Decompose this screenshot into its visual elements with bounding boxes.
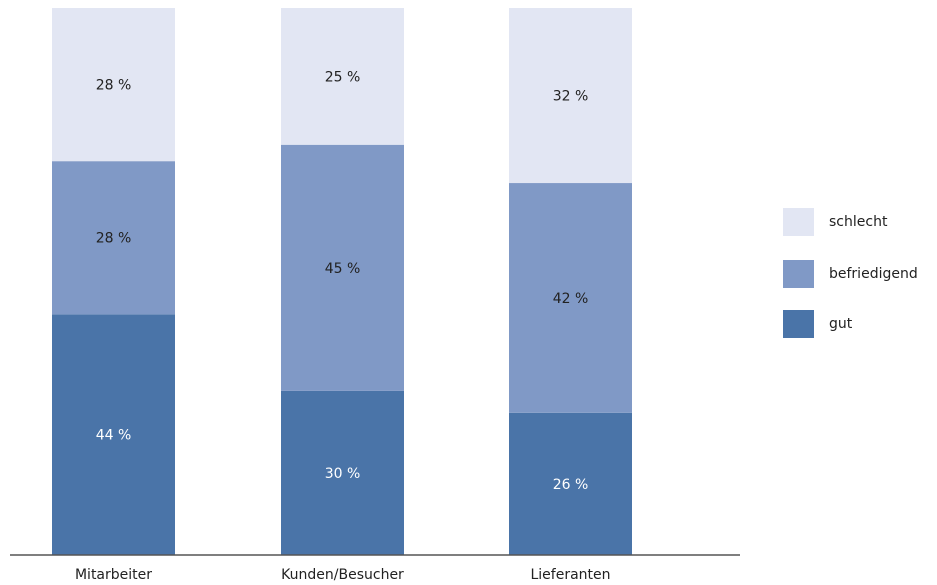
bar-befriedigend-1 bbox=[281, 144, 404, 391]
bar-befriedigend-2 bbox=[509, 183, 632, 413]
bar-label-gut-0: 44 % bbox=[96, 428, 132, 444]
bar-label-schlecht-0: 28 % bbox=[96, 78, 132, 94]
bar-label-gut-1: 30 % bbox=[325, 466, 361, 482]
x-tick-labels: Mitarbeiter Kunden/Besucher Lieferanten bbox=[75, 567, 611, 583]
bar-label-befriedigend-1: 45 % bbox=[325, 261, 361, 277]
bar-schlecht-2 bbox=[509, 8, 632, 184]
legend-label-befriedigend: befriedigend bbox=[829, 266, 918, 282]
bars-layer bbox=[52, 8, 632, 555]
bar-label-schlecht-1: 25 % bbox=[325, 69, 361, 85]
bar-befriedigend-0 bbox=[52, 161, 175, 315]
legend-swatch-schlecht bbox=[783, 208, 814, 236]
bar-gut-0 bbox=[52, 314, 175, 555]
bar-schlecht-1 bbox=[281, 8, 404, 145]
legend-label-schlecht: schlecht bbox=[829, 214, 888, 230]
bar-label-befriedigend-2: 42 % bbox=[553, 291, 589, 307]
x-tick-label-2: Lieferanten bbox=[530, 567, 610, 583]
legend-item-befriedigend: befriedigend bbox=[783, 260, 937, 288]
bar-label-befriedigend-0: 28 % bbox=[96, 231, 132, 247]
bar-label-schlecht-2: 32 % bbox=[553, 89, 589, 105]
legend-swatch-befriedigend bbox=[783, 260, 814, 288]
bar-schlecht-0 bbox=[52, 8, 175, 162]
bar-gut-2 bbox=[509, 412, 632, 555]
legend-swatch-gut bbox=[783, 310, 814, 338]
legend-item-gut: gut bbox=[783, 310, 937, 338]
legend-label-gut: gut bbox=[829, 316, 853, 332]
x-tick-label-0: Mitarbeiter bbox=[75, 567, 152, 583]
legend-item-schlecht: schlecht bbox=[783, 208, 937, 236]
x-tick-label-1: Kunden/Besucher bbox=[281, 567, 404, 583]
bar-labels-layer: 44 % 28 % 28 % 30 % 45 % 25 % 26 % 42 % 32 % bbox=[96, 69, 589, 493]
bar-gut-1 bbox=[281, 390, 404, 555]
bar-label-gut-2: 26 % bbox=[553, 477, 589, 493]
